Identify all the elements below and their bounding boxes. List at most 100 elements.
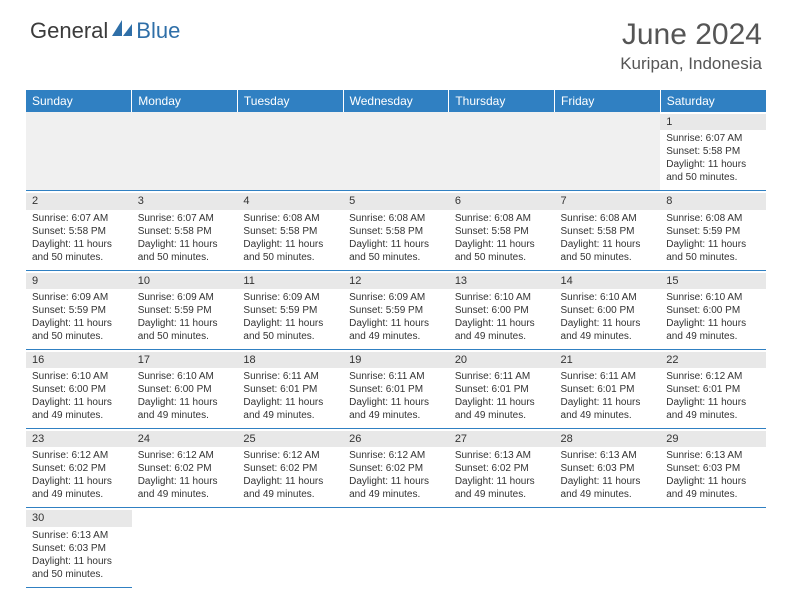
sunset-line: Sunset: 6:01 PM [455,383,549,396]
calendar-cell [660,508,766,587]
daylight-line-2: and 49 minutes. [561,488,655,501]
daylight-line-1: Daylight: 11 hours [349,317,443,330]
daylight-line-1: Daylight: 11 hours [561,317,655,330]
logo-text-general: General [30,18,108,44]
sunset-line: Sunset: 5:58 PM [32,225,126,238]
calendar-week-row: 16Sunrise: 6:10 AMSunset: 6:00 PMDayligh… [26,349,766,428]
day-number: 4 [237,193,343,209]
calendar-cell: 5Sunrise: 6:08 AMSunset: 5:58 PMDaylight… [343,191,449,270]
sunrise-line: Sunrise: 6:10 AM [138,370,232,383]
weekday-header: Wednesday [343,90,449,112]
calendar-cell: 29Sunrise: 6:13 AMSunset: 6:03 PMDayligh… [660,429,766,508]
sunrise-line: Sunrise: 6:08 AM [455,212,549,225]
daylight-line-1: Daylight: 11 hours [32,555,126,568]
daylight-line-2: and 49 minutes. [666,488,760,501]
calendar-cell: 3Sunrise: 6:07 AMSunset: 5:58 PMDaylight… [132,191,238,270]
daylight-line-2: and 49 minutes. [138,409,232,422]
calendar-cell: 8Sunrise: 6:08 AMSunset: 5:59 PMDaylight… [660,191,766,270]
daylight-line-2: and 49 minutes. [561,330,655,343]
sunrise-line: Sunrise: 6:13 AM [455,449,549,462]
sunrise-line: Sunrise: 6:10 AM [32,370,126,383]
day-number: 14 [555,273,661,289]
sunrise-line: Sunrise: 6:08 AM [666,212,760,225]
sunset-line: Sunset: 6:00 PM [32,383,126,396]
weekday-header: Thursday [449,90,555,112]
daylight-line-2: and 50 minutes. [138,330,232,343]
calendar-cell: 24Sunrise: 6:12 AMSunset: 6:02 PMDayligh… [132,429,238,508]
daylight-line-2: and 49 minutes. [349,330,443,343]
daylight-line-1: Daylight: 11 hours [243,238,337,251]
calendar-cell [132,112,238,191]
sunset-line: Sunset: 6:02 PM [243,462,337,475]
calendar-cell: 17Sunrise: 6:10 AMSunset: 6:00 PMDayligh… [132,349,238,428]
calendar-cell: 10Sunrise: 6:09 AMSunset: 5:59 PMDayligh… [132,270,238,349]
daylight-line-2: and 50 minutes. [561,251,655,264]
weekday-header: Saturday [660,90,766,112]
sunset-line: Sunset: 5:58 PM [243,225,337,238]
sunset-line: Sunset: 6:00 PM [138,383,232,396]
daylight-line-1: Daylight: 11 hours [32,475,126,488]
sunset-line: Sunset: 5:58 PM [349,225,443,238]
sunrise-line: Sunrise: 6:12 AM [138,449,232,462]
calendar-cell [132,508,238,587]
sunrise-line: Sunrise: 6:11 AM [349,370,443,383]
sunrise-line: Sunrise: 6:12 AM [666,370,760,383]
sunrise-line: Sunrise: 6:10 AM [561,291,655,304]
day-number: 20 [449,352,555,368]
sunrise-line: Sunrise: 6:08 AM [243,212,337,225]
calendar-cell: 25Sunrise: 6:12 AMSunset: 6:02 PMDayligh… [237,429,343,508]
calendar-body: 1Sunrise: 6:07 AMSunset: 5:58 PMDaylight… [26,112,766,587]
daylight-line-2: and 50 minutes. [349,251,443,264]
day-number: 13 [449,273,555,289]
daylight-line-1: Daylight: 11 hours [666,475,760,488]
day-number: 19 [343,352,449,368]
daylight-line-2: and 49 minutes. [666,330,760,343]
calendar-cell: 4 Sunrise: 6:08 AMSunset: 5:58 PMDaylight… [237,191,343,270]
day-number: 27 [449,431,555,447]
daylight-line-1: Daylight: 11 hours [349,238,443,251]
sunrise-line: Sunrise: 6:07 AM [32,212,126,225]
daylight-line-2: and 50 minutes. [243,251,337,264]
sunrise-line: Sunrise: 6:12 AM [32,449,126,462]
calendar-cell: 12Sunrise: 6:09 AMSunset: 5:59 PMDayligh… [343,270,449,349]
daylight-line-2: and 49 minutes. [349,409,443,422]
sunrise-line: Sunrise: 6:13 AM [32,529,126,542]
sunrise-line: Sunrise: 6:12 AM [349,449,443,462]
sunrise-line: Sunrise: 6:10 AM [455,291,549,304]
sunset-line: Sunset: 6:02 PM [32,462,126,475]
daylight-line-1: Daylight: 11 hours [561,396,655,409]
logo-text-blue: Blue [136,18,180,44]
weekday-header: Tuesday [237,90,343,112]
daylight-line-1: Daylight: 11 hours [32,317,126,330]
calendar-cell: 16Sunrise: 6:10 AMSunset: 6:00 PMDayligh… [26,349,132,428]
daylight-line-1: Daylight: 11 hours [138,475,232,488]
sunset-line: Sunset: 6:02 PM [455,462,549,475]
sunrise-line: Sunrise: 6:09 AM [32,291,126,304]
daylight-line-2: and 49 minutes. [243,409,337,422]
day-number: 11 [237,273,343,289]
sunrise-line: Sunrise: 6:09 AM [138,291,232,304]
daylight-line-2: and 49 minutes. [455,409,549,422]
sunset-line: Sunset: 6:01 PM [666,383,760,396]
daylight-line-2: and 49 minutes. [455,488,549,501]
sunset-line: Sunset: 5:59 PM [666,225,760,238]
sunset-line: Sunset: 5:59 PM [138,304,232,317]
calendar-table: SundayMondayTuesdayWednesdayThursdayFrid… [26,90,766,588]
day-number: 28 [555,431,661,447]
daylight-line-1: Daylight: 11 hours [243,475,337,488]
daylight-line-2: and 49 minutes. [243,488,337,501]
daylight-line-2: and 50 minutes. [138,251,232,264]
daylight-line-2: and 49 minutes. [138,488,232,501]
daylight-line-2: and 50 minutes. [666,171,760,184]
day-number: 7 [555,193,661,209]
sunset-line: Sunset: 6:01 PM [561,383,655,396]
sunrise-line: Sunrise: 6:10 AM [666,291,760,304]
sunrise-line: Sunrise: 6:07 AM [666,132,760,145]
sunset-line: Sunset: 6:00 PM [561,304,655,317]
sunrise-line: Sunrise: 6:12 AM [243,449,337,462]
day-number: 23 [26,431,132,447]
sunrise-line: Sunrise: 6:11 AM [561,370,655,383]
weekday-header: Sunday [26,90,132,112]
calendar-cell [343,112,449,191]
sunrise-line: Sunrise: 6:13 AM [666,449,760,462]
